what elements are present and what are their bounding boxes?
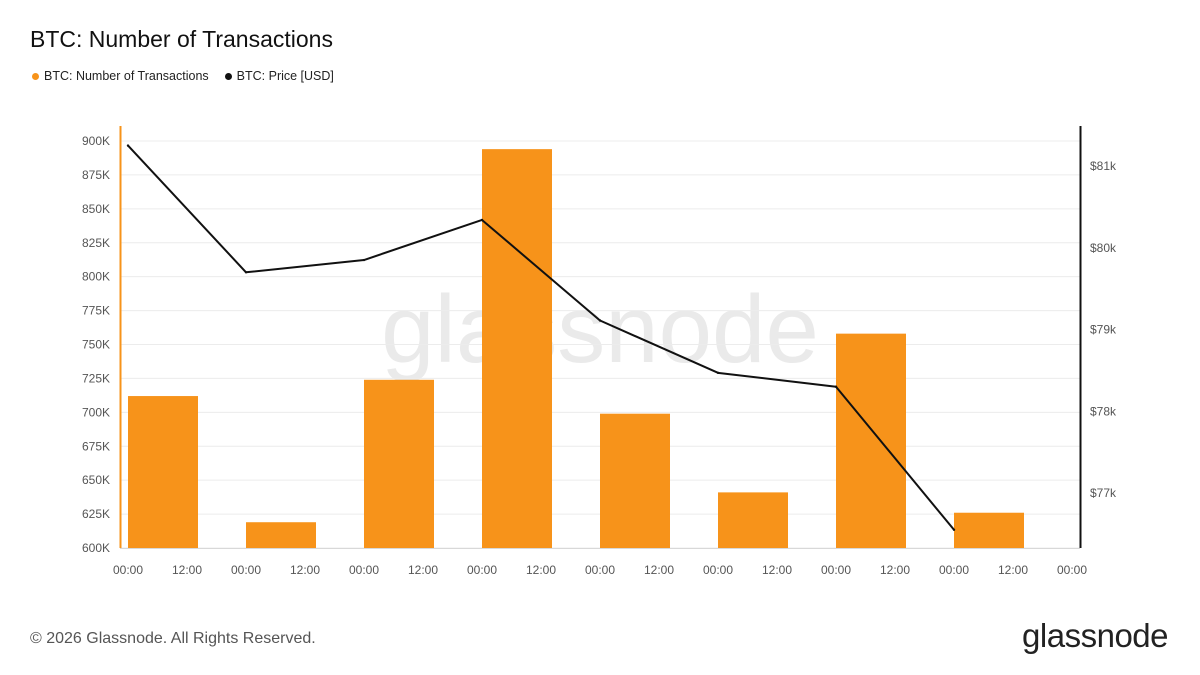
- chart-title: BTC: Number of Transactions: [30, 26, 333, 52]
- x-tick-label: 12:00: [880, 563, 910, 577]
- y-left-tick-label: 825K: [82, 236, 110, 250]
- x-tick-label: 12:00: [290, 563, 320, 577]
- y-left-tick-label: 725K: [82, 371, 110, 385]
- y-left-tick-label: 650K: [82, 473, 110, 487]
- price-point: [952, 528, 956, 531]
- x-tick-label: 12:00: [408, 563, 438, 577]
- y-left-tick-label: 800K: [82, 270, 110, 284]
- y-left-tick-label: 850K: [82, 202, 110, 216]
- y-right-tick-label: $78k: [1090, 404, 1117, 418]
- price-point: [362, 258, 366, 262]
- price-point: [716, 371, 720, 375]
- x-tick-label: 12:00: [998, 563, 1028, 577]
- y-right-tick-label: $81k: [1090, 159, 1117, 173]
- y-left-tick-label: 625K: [82, 507, 110, 521]
- transaction-bar: [364, 379, 434, 548]
- legend-label-price: BTC: Price [USD]: [236, 69, 334, 83]
- x-tick-label: 12:00: [762, 563, 792, 577]
- price-point: [834, 385, 838, 388]
- x-tick-label: 00:00: [703, 563, 733, 577]
- x-tick-label: 00:00: [585, 563, 615, 577]
- price-line: [127, 144, 955, 531]
- legend-label-transactions: BTC: Number of Transactions: [44, 69, 209, 83]
- grid-lines: [120, 140, 1080, 549]
- legend-item-transactions[interactable]: BTC: Number of Transactions: [32, 69, 209, 83]
- x-tick-label: 00:00: [349, 563, 379, 577]
- x-tick-label: 00:00: [1057, 563, 1087, 577]
- x-tick-label: 00:00: [467, 563, 497, 577]
- transaction-bar: [482, 149, 552, 548]
- x-tick-label: 00:00: [939, 563, 969, 577]
- y-right-tick-label: $79k: [1090, 323, 1117, 337]
- glassnode-logo: glassnode: [1022, 617, 1168, 654]
- y-right-tick-label: $80k: [1090, 241, 1117, 255]
- legend-marker-price: [224, 72, 232, 80]
- price-point: [480, 218, 484, 222]
- x-tick-label: 00:00: [113, 563, 143, 577]
- legend-item-price[interactable]: BTC: Price [USD]: [224, 69, 334, 83]
- price-point: [598, 319, 602, 322]
- y-left-tick-label: 675K: [82, 439, 110, 453]
- transaction-bar: [246, 522, 316, 548]
- x-tick-label: 00:00: [231, 563, 261, 577]
- y-left-tick-label: 600K: [82, 541, 110, 555]
- axes: 600K 625K 650K 675K 700K 725K 750K 775K 800K 825K…: [82, 126, 1117, 577]
- transaction-bar: [718, 492, 788, 548]
- y-left-tick-label: 700K: [82, 405, 110, 419]
- y-right-tick-label: $77k: [1090, 486, 1117, 500]
- x-tick-label: 12:00: [526, 563, 556, 577]
- y-left-tick-label: 900K: [82, 134, 110, 148]
- x-tick-label: 12:00: [172, 563, 202, 577]
- copyright-notice: © 2026 Glassnode. All Rights Reserved.: [30, 630, 316, 647]
- transaction-bar: [954, 512, 1024, 548]
- price-point: [126, 144, 130, 147]
- price-line-series: [126, 144, 956, 531]
- bar-series: [128, 149, 1024, 548]
- glassnode-watermark: glassnode: [381, 276, 819, 383]
- y-left-tick-label: 875K: [82, 168, 110, 182]
- x-tick-label: 12:00: [644, 563, 674, 577]
- transaction-bar: [128, 396, 198, 548]
- x-tick-label: 00:00: [821, 563, 851, 577]
- transaction-bar: [836, 333, 906, 548]
- price-point: [244, 271, 248, 274]
- legend-marker-transactions: [32, 72, 39, 80]
- transaction-bar: [600, 413, 670, 548]
- y-left-tick-label: 750K: [82, 338, 110, 352]
- chart-legend: BTC: Number of Transactions BTC: Price […: [32, 69, 334, 83]
- y-left-tick-label: 775K: [82, 304, 110, 318]
